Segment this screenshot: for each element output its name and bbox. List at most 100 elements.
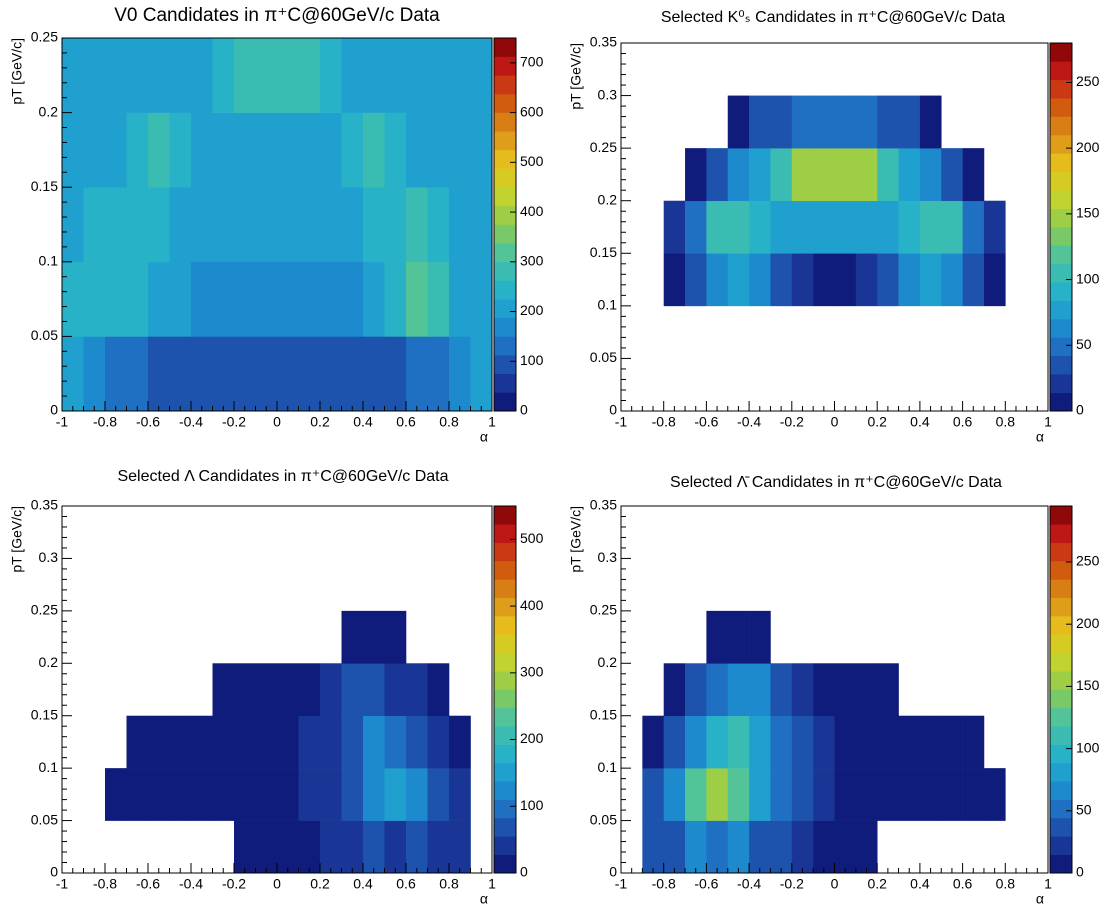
y-tick-label: 0.2 <box>598 191 618 207</box>
colorbar-step <box>494 373 516 393</box>
colorbar-frame <box>493 37 517 412</box>
heat-cell <box>470 187 493 263</box>
heat-cell <box>663 663 686 717</box>
chart-title: Selected Λ Candidates in π⁺C@60GeV/c Dat… <box>117 468 448 485</box>
heat-cell <box>427 336 450 412</box>
y-tick-label: 0.15 <box>31 178 58 194</box>
heat-cell <box>642 768 664 821</box>
heat-cell <box>663 253 686 307</box>
colorbar-step <box>1050 79 1072 99</box>
heat-cell <box>813 715 835 769</box>
colorbar-step <box>494 781 516 800</box>
y-tick-label: 0.25 <box>590 139 617 155</box>
heat-cell <box>449 187 471 263</box>
y-tick-label: 0.35 <box>590 497 617 513</box>
heat-cell <box>363 261 385 337</box>
heat-cell <box>169 768 192 821</box>
z-tick-label: 100 <box>1076 739 1100 755</box>
colorbar-step <box>494 261 516 281</box>
heat-cell <box>427 663 450 717</box>
heat-cell <box>470 112 493 188</box>
heat-cell <box>919 95 942 149</box>
heat-cell <box>813 768 835 821</box>
heat-cell <box>877 715 899 769</box>
x-tick-label: -0.2 <box>222 876 246 892</box>
y-tick-label: 0.25 <box>31 29 58 45</box>
heat-cell <box>298 715 321 769</box>
x-axis-label: α <box>1036 429 1044 445</box>
heat-cell <box>191 187 213 263</box>
heat-cell <box>791 148 814 202</box>
heat-cell <box>384 261 407 337</box>
y-tick-label: 0 <box>50 864 58 880</box>
colorbar-step <box>494 392 516 412</box>
y-tick-label: 0 <box>609 402 617 418</box>
colorbar-step <box>1050 726 1072 745</box>
x-tick-label: -0.2 <box>780 414 804 430</box>
y-tick-label: 0.1 <box>598 759 618 775</box>
x-tick-label: 0.4 <box>353 876 373 892</box>
heat-cell <box>813 253 835 307</box>
colorbar-step <box>1050 355 1072 375</box>
heat-cell <box>941 768 963 821</box>
colorbar-step <box>1050 506 1072 525</box>
y-tick-label: 0.1 <box>39 759 59 775</box>
heat-cell <box>685 663 707 717</box>
z-tick-label: 0 <box>1076 402 1084 418</box>
heat-cell <box>962 768 985 821</box>
heat-cell <box>706 663 729 717</box>
z-tick-label: 700 <box>520 54 544 70</box>
y-tick-label: 0.15 <box>31 706 58 722</box>
heat-cell <box>727 148 750 202</box>
colorbar-step <box>1050 190 1072 209</box>
x-tick-label: 0.8 <box>439 414 459 430</box>
heat-cell <box>427 38 450 113</box>
z-tick-label: 150 <box>1076 205 1100 221</box>
x-tick-label: 0 <box>273 414 281 430</box>
heat-cell <box>470 336 493 412</box>
heat-cell <box>919 715 942 769</box>
heat-cell <box>770 820 793 874</box>
heat-cell <box>277 663 299 717</box>
heat-cell <box>449 768 471 821</box>
x-tick-label: -1 <box>56 414 69 430</box>
heat-cell <box>126 112 149 188</box>
heat-cell <box>877 253 899 307</box>
heat-cell <box>277 336 299 412</box>
heat-cell <box>363 610 385 664</box>
colorbar-step <box>1050 707 1072 727</box>
z-tick-label: 100 <box>520 352 544 368</box>
colorbar-step <box>1050 744 1072 764</box>
heat-cell <box>406 112 428 188</box>
heat-cell <box>706 148 729 202</box>
heat-cell <box>663 768 686 821</box>
heat-cell <box>919 768 942 821</box>
colorbar-step <box>1050 854 1072 874</box>
colorbar-step <box>494 75 516 95</box>
x-axis-label: α <box>1036 891 1044 907</box>
heat-cell <box>706 610 729 664</box>
heat-cell <box>169 187 192 263</box>
heat-cell <box>427 187 450 263</box>
y-tick-label: 0.05 <box>590 349 617 365</box>
heat-cell <box>277 820 299 874</box>
colorbar-step <box>494 93 516 113</box>
colorbar-step <box>1050 116 1072 136</box>
heat-cell <box>384 663 407 717</box>
heat-cell <box>962 148 985 202</box>
heat-cell <box>234 663 256 717</box>
heat-cell <box>663 200 686 254</box>
heat-cell <box>234 261 256 337</box>
heat-cell <box>834 148 857 202</box>
colorbar-step <box>494 671 516 690</box>
heat-cell <box>770 715 793 769</box>
heat-cell <box>341 768 364 821</box>
heat-cell <box>105 768 127 821</box>
heat-cell <box>298 38 321 113</box>
colorbar-step <box>494 224 516 244</box>
heat-cell <box>384 768 407 821</box>
y-tick-label: 0.3 <box>39 549 59 565</box>
heat-cell <box>983 253 1006 307</box>
heat-cell <box>898 253 921 307</box>
colorbar-step <box>1050 689 1072 709</box>
